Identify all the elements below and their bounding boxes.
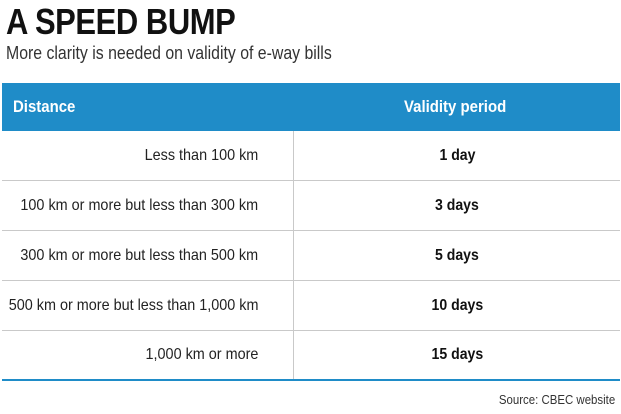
distance-cell: Less than 100 km [2, 131, 294, 180]
chart-subtitle: More clarity is needed on validity of e-… [6, 43, 332, 63]
distance-cell: 500 km or more but less than 1,000 km [2, 281, 294, 330]
distance-cell: 100 km or more but less than 300 km [2, 181, 294, 230]
table-row: 1,000 km or more 15 days [2, 331, 620, 381]
chart-title: A SPEED BUMP [6, 1, 236, 42]
validity-value: 3 days [435, 196, 479, 214]
source-note: Source: CBEC website [483, 392, 615, 407]
validity-cell: 1 day [294, 131, 620, 180]
distance-value: 100 km or more but less than 300 km [20, 196, 258, 214]
distance-cell: 1,000 km or more [2, 331, 294, 379]
distance-value: 500 km or more but less than 1,000 km [8, 296, 258, 314]
column-header-distance: Distance [2, 97, 291, 117]
distance-value: 1,000 km or more [145, 346, 258, 363]
validity-value: 10 days [431, 296, 483, 314]
distance-value: 300 km or more but less than 500 km [20, 246, 258, 264]
table-row: 300 km or more but less than 500 km 5 day… [2, 231, 620, 281]
table-row: 100 km or more but less than 300 km 3 day… [2, 181, 620, 231]
validity-table: Distance Validity period Less than 100 k… [2, 83, 620, 381]
validity-cell: 3 days [294, 181, 620, 230]
column-header-distance-label: Distance [13, 97, 76, 116]
validity-value: 5 days [435, 246, 479, 264]
distance-cell: 300 km or more but less than 500 km [2, 231, 294, 280]
table-row: Less than 100 km 1 day [2, 131, 620, 181]
distance-value: Less than 100 km [144, 146, 258, 164]
table-row: 500 km or more but less than 1,000 km 10 … [2, 281, 620, 331]
column-header-validity-label: Validity period [404, 97, 507, 116]
table-body: Less than 100 km 1 day 100 km or more but … [2, 131, 620, 381]
validity-value: 1 day [438, 146, 475, 164]
validity-value: 15 days [431, 346, 483, 363]
validity-cell: 5 days [294, 231, 620, 280]
column-header-validity: Validity period [291, 97, 620, 117]
validity-cell: 10 days [294, 281, 620, 330]
source-note-text: Source: CBEC website [498, 392, 615, 407]
table-header-row: Distance Validity period [2, 83, 620, 131]
validity-cell: 15 days [294, 331, 620, 379]
